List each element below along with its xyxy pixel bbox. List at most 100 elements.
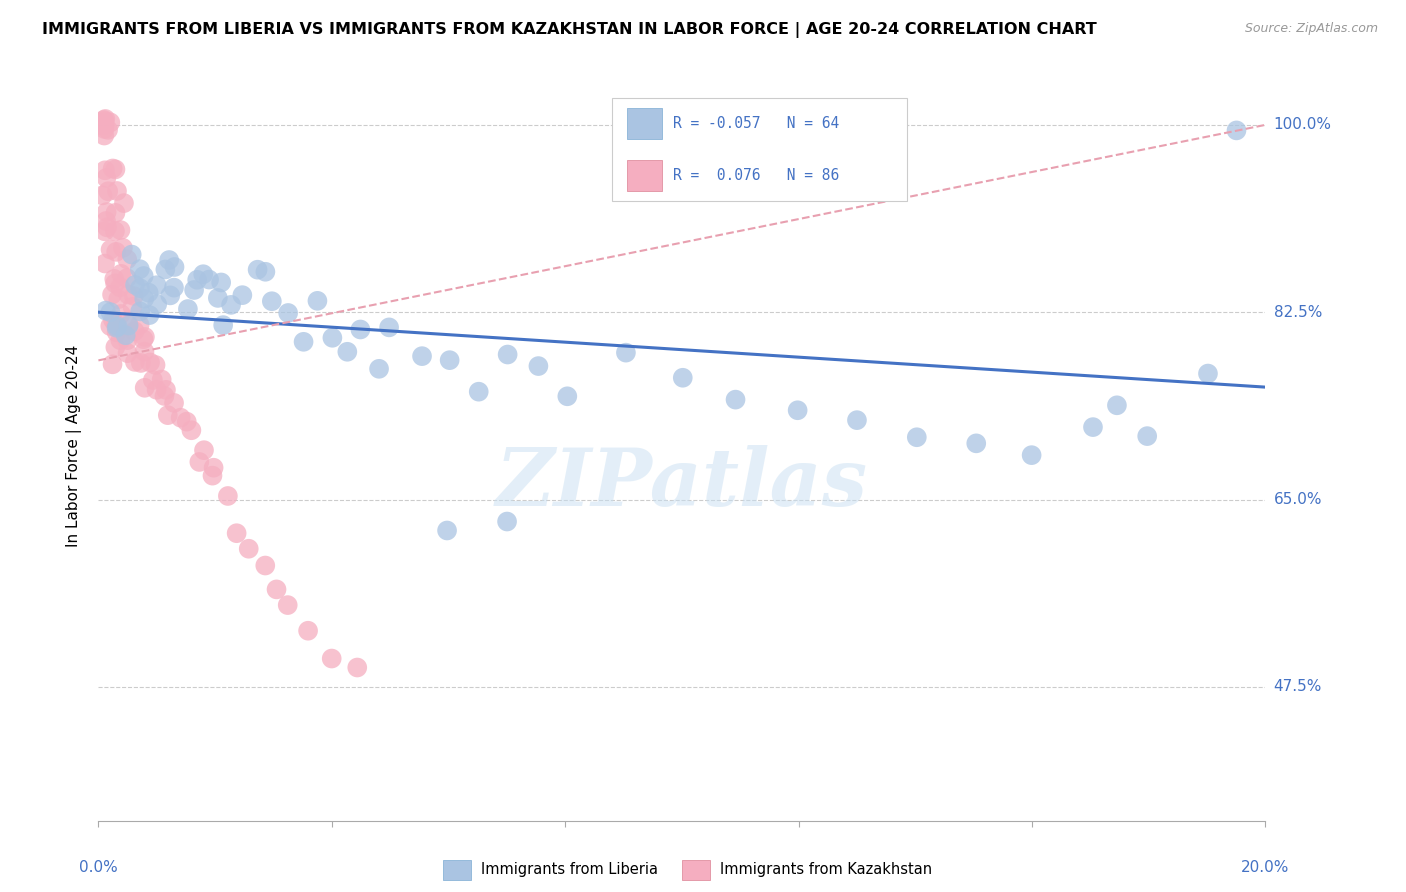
Point: [122, 289, 145, 303]
Point: [96, 205, 118, 219]
Point: [108, 280, 131, 294]
Point: [246, 262, 269, 277]
Point: [103, 272, 125, 286]
Point: [97, 184, 120, 198]
Point: [496, 347, 519, 361]
Y-axis label: In Labor Force | Age 20-24: In Labor Force | Age 20-24: [66, 345, 83, 547]
Point: [225, 526, 247, 541]
Point: [129, 356, 152, 370]
Point: [138, 308, 160, 322]
Point: [134, 344, 156, 359]
Point: [145, 358, 167, 372]
Point: [155, 262, 177, 277]
Point: [90, 118, 112, 132]
Text: Immigrants from Liberia: Immigrants from Liberia: [481, 863, 658, 877]
Point: [101, 287, 124, 301]
Point: [112, 196, 135, 211]
Point: [128, 318, 150, 332]
Point: [97, 123, 120, 137]
Point: [132, 332, 155, 346]
Point: [378, 320, 401, 334]
Point: [117, 318, 139, 333]
Point: [124, 277, 146, 292]
Point: [93, 224, 115, 238]
Text: Immigrants from Kazakhstan: Immigrants from Kazakhstan: [720, 863, 932, 877]
Point: [193, 443, 215, 458]
Point: [101, 357, 124, 371]
Point: [101, 161, 124, 176]
Point: [93, 118, 115, 132]
Point: [121, 247, 143, 261]
Point: [176, 415, 198, 429]
Point: [111, 241, 134, 255]
Point: [1136, 429, 1159, 443]
Point: [266, 582, 288, 597]
Point: [124, 324, 146, 338]
Point: [786, 403, 808, 417]
Point: [193, 267, 215, 281]
Point: [277, 598, 299, 612]
Point: [104, 162, 127, 177]
Point: [142, 373, 165, 387]
Point: [217, 489, 239, 503]
Point: [169, 410, 191, 425]
Point: [1225, 123, 1247, 137]
Point: [321, 331, 343, 345]
Point: [346, 660, 368, 674]
Point: [212, 318, 235, 333]
Point: [107, 292, 129, 306]
Point: [93, 122, 115, 136]
Point: [254, 558, 277, 573]
Point: [138, 285, 160, 300]
Point: [614, 345, 637, 359]
Text: IMMIGRANTS FROM LIBERIA VS IMMIGRANTS FROM KAZAKHSTAN IN LABOR FORCE | AGE 20-24: IMMIGRANTS FROM LIBERIA VS IMMIGRANTS FR…: [42, 22, 1097, 38]
Point: [114, 328, 136, 343]
Point: [155, 383, 177, 397]
Point: [201, 468, 224, 483]
Point: [411, 349, 433, 363]
Point: [134, 292, 156, 306]
Text: 0.0%: 0.0%: [79, 860, 118, 874]
Text: ZIPatlas: ZIPatlas: [496, 445, 868, 522]
Point: [132, 268, 155, 283]
Point: [139, 355, 162, 369]
Point: [107, 319, 129, 334]
Point: [98, 319, 121, 334]
Point: [110, 333, 132, 347]
Point: [117, 346, 139, 360]
Text: Source: ZipAtlas.com: Source: ZipAtlas.com: [1244, 22, 1378, 36]
Point: [105, 320, 128, 334]
Point: [146, 297, 169, 311]
Point: [846, 413, 869, 427]
Point: [307, 293, 329, 308]
Point: [145, 383, 167, 397]
Point: [101, 313, 124, 327]
Point: [105, 326, 128, 340]
Point: [254, 265, 277, 279]
Point: [91, 117, 114, 131]
Point: [672, 370, 695, 384]
Point: [87, 117, 110, 131]
Text: 82.5%: 82.5%: [1274, 305, 1322, 319]
Point: [89, 116, 111, 130]
Point: [124, 355, 146, 369]
Point: [110, 267, 132, 281]
Point: [297, 624, 319, 638]
Point: [115, 252, 138, 267]
Point: [277, 306, 299, 320]
Text: R = -0.057   N = 64: R = -0.057 N = 64: [673, 116, 839, 131]
Text: 100.0%: 100.0%: [1274, 118, 1331, 132]
Point: [1081, 420, 1104, 434]
Point: [94, 214, 117, 228]
Point: [163, 260, 186, 274]
Point: [93, 114, 115, 128]
Point: [128, 262, 150, 277]
Text: 20.0%: 20.0%: [1241, 860, 1289, 874]
Point: [159, 288, 181, 302]
Point: [100, 243, 122, 257]
Point: [153, 389, 176, 403]
Point: [1021, 448, 1043, 462]
Point: [336, 344, 359, 359]
Text: 47.5%: 47.5%: [1274, 680, 1322, 694]
Point: [292, 334, 315, 349]
